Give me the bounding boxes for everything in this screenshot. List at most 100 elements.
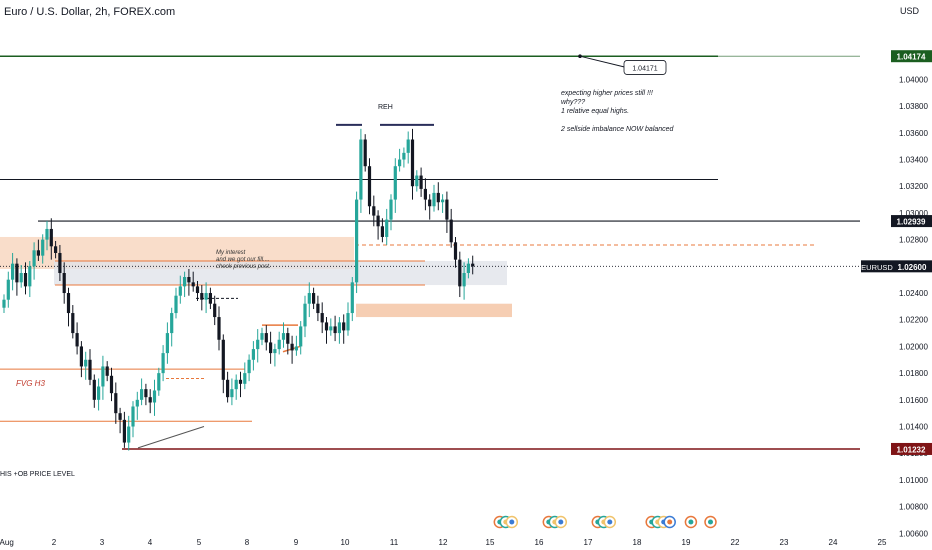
candle xyxy=(273,343,277,367)
candle-body xyxy=(333,326,337,334)
candle xyxy=(204,282,208,314)
candle xyxy=(71,305,75,339)
x-tick-label: 24 xyxy=(829,538,838,547)
y-tick-label: 1.01800 xyxy=(899,369,928,378)
candle-body xyxy=(191,282,195,287)
candle xyxy=(178,275,182,304)
candle xyxy=(256,329,260,363)
x-tick-label: 22 xyxy=(731,538,740,547)
candle xyxy=(264,325,268,351)
candle-body xyxy=(243,373,247,384)
candle xyxy=(260,327,264,346)
candle-body xyxy=(15,263,19,283)
candle xyxy=(324,317,329,344)
candle xyxy=(66,287,71,327)
candle-body xyxy=(200,293,204,300)
candle-body xyxy=(290,343,294,351)
candle-body xyxy=(6,279,10,300)
price-axis[interactable]: 1.006001.008001.010001.012001.014001.016… xyxy=(860,0,932,550)
candle xyxy=(6,271,10,308)
candle-body xyxy=(204,293,208,300)
candle xyxy=(372,195,376,227)
candle-body xyxy=(324,322,329,331)
level-badge-text: 1.01232 xyxy=(897,445,926,454)
level-badge xyxy=(891,50,932,63)
candle-body xyxy=(19,273,23,283)
candle-body xyxy=(238,379,243,384)
candle-body xyxy=(432,192,436,207)
event-icon-dot xyxy=(708,519,713,525)
candle-body xyxy=(299,326,303,347)
y-tick-label: 1.03000 xyxy=(899,209,928,218)
candle-body xyxy=(320,313,324,323)
candle-body xyxy=(380,226,384,237)
x-tick-label: 12 xyxy=(439,538,448,547)
candle xyxy=(15,258,19,296)
y-tick-label: 1.01400 xyxy=(899,423,928,432)
candles-layer xyxy=(2,128,475,451)
candle-body xyxy=(393,166,397,200)
candle-body xyxy=(88,359,92,380)
candle xyxy=(342,314,346,344)
candle-body xyxy=(458,259,462,287)
candle-body xyxy=(105,366,109,376)
candle xyxy=(277,331,281,355)
candle xyxy=(28,260,32,298)
candle xyxy=(243,362,247,390)
candle xyxy=(101,355,105,400)
level-badge xyxy=(891,442,932,455)
candle xyxy=(23,262,28,295)
candle xyxy=(187,269,191,296)
candle xyxy=(217,306,221,351)
candle xyxy=(170,307,174,347)
candle xyxy=(75,322,79,355)
candle xyxy=(11,252,15,291)
x-tick-label: 19 xyxy=(682,538,691,547)
candle-body xyxy=(316,303,320,314)
candle-body xyxy=(58,252,62,274)
note-line: why??? xyxy=(561,99,585,106)
candle xyxy=(208,287,212,310)
candle xyxy=(58,244,62,282)
candle-body xyxy=(428,199,432,207)
candle-body xyxy=(161,353,165,374)
callout-anchor xyxy=(578,54,582,59)
candle-body xyxy=(449,219,453,243)
candle-body xyxy=(195,286,200,294)
candle xyxy=(376,210,380,240)
note-line: expecting higher prices still !!! xyxy=(561,90,653,97)
candle xyxy=(92,374,96,408)
candle-body xyxy=(359,139,363,200)
fvg-label: FVG H3 xyxy=(16,379,45,388)
x-tick-label: 25 xyxy=(878,538,887,547)
candle xyxy=(165,322,169,364)
candle-body xyxy=(170,313,174,334)
candle xyxy=(471,255,475,275)
level-badge-text: 1.02939 xyxy=(897,218,926,227)
candle xyxy=(230,378,234,406)
candle-body xyxy=(441,199,445,203)
candle-body xyxy=(445,199,449,220)
candle xyxy=(226,371,230,403)
candle xyxy=(355,191,359,294)
x-tick-label: Aug xyxy=(0,538,14,547)
time-axis[interactable]: Aug 2 3 4 5 8 9 10 11 12 15 16 17 18 19 22 23 24 25 xyxy=(0,538,887,547)
y-tick-label: 1.00600 xyxy=(899,529,928,538)
candle-body xyxy=(256,339,260,350)
candle-body xyxy=(109,375,114,394)
candle xyxy=(251,341,255,371)
candle xyxy=(88,349,92,386)
candle-body xyxy=(307,293,311,304)
candle xyxy=(127,415,131,451)
candle-body xyxy=(385,219,389,237)
x-tick-label: 3 xyxy=(100,538,105,547)
candle xyxy=(200,285,204,311)
candle-body xyxy=(84,359,88,367)
candle-body xyxy=(247,359,251,374)
symbol-badge xyxy=(861,260,893,273)
candle xyxy=(269,331,273,364)
candle-body xyxy=(157,373,161,391)
candle xyxy=(445,191,449,233)
candle-body xyxy=(453,242,458,260)
